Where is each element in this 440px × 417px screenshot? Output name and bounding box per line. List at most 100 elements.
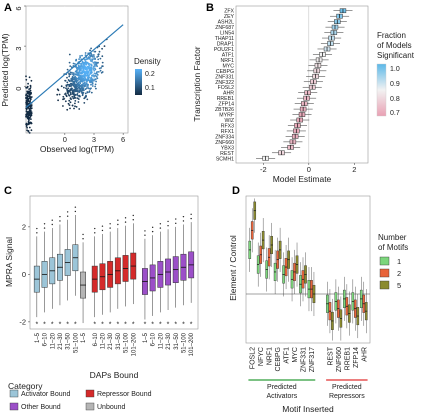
- panel-b-legend-label-1: 1.0: [390, 66, 400, 73]
- panel-c-significance-marker: *: [159, 322, 162, 329]
- panel-a-point: [25, 75, 27, 78]
- panel-c-x-tick-label: 51–100: [124, 332, 130, 353]
- panel-a-point: [84, 92, 87, 95]
- panel-a-point: [89, 54, 91, 56]
- panel-a-point: [87, 78, 90, 80]
- panel-a-point: [101, 47, 103, 50]
- panel-a-point: [28, 112, 31, 115]
- panel-a-point: [90, 78, 92, 81]
- panel-c-x-tick-label: 6–10: [43, 332, 49, 346]
- panel-a-point: [27, 82, 29, 85]
- panel-c-outlier: [82, 233, 84, 236]
- panel-a-point: [81, 93, 84, 95]
- panel-a-y-tick-label: 6: [14, 6, 23, 10]
- panel-a-point: [84, 88, 87, 91]
- panel-a-point: [73, 107, 75, 110]
- panel-a-point: [87, 87, 89, 89]
- panel-c-y-ticks: -2 0 2: [19, 222, 30, 326]
- panel-c-legend-label: Other Bound: [21, 404, 61, 411]
- panel-d-legend-title-1: Number: [378, 233, 407, 242]
- panel-a-point: [76, 93, 79, 95]
- panel-a-point: [69, 91, 72, 94]
- panel-d-plot-area: [245, 195, 371, 344]
- panel-b-row: AHR: [223, 90, 318, 97]
- panel-b-row: CEBPG: [216, 68, 327, 75]
- panel-c-significance-marker: *: [93, 322, 96, 329]
- panel-label-a: A: [4, 2, 12, 14]
- panel-a-point: [69, 71, 72, 74]
- panel-a-point: [30, 118, 32, 120]
- panel-b-category-label: REST: [220, 151, 235, 157]
- panel-a-point: [83, 102, 86, 104]
- panel-a-point: [66, 88, 68, 91]
- panel-c-significance-marker: *: [190, 322, 193, 329]
- panel-a-point: [64, 100, 67, 103]
- panel-c-outlier: [82, 238, 84, 240]
- panel-a-point: [29, 101, 31, 103]
- panel-c-x-tick-label: 21–30: [166, 332, 172, 349]
- panel-a-point: [25, 94, 27, 97]
- panel-a-point: [78, 91, 81, 93]
- panel-c-outlier: [74, 206, 77, 208]
- panel-a-point: [69, 107, 71, 110]
- panel-a-point: [68, 85, 71, 88]
- panel-d-group-label-line1: Predicted: [332, 384, 362, 391]
- panel-d-legend-title-2: of Motifs: [378, 243, 408, 252]
- panel-a-point: [75, 58, 78, 61]
- panel-a-point: [72, 74, 75, 76]
- panel-c-legend-title: Category: [8, 381, 43, 391]
- panel-a-point: [81, 74, 83, 77]
- panel-a-point: [68, 53, 71, 56]
- panel-a-point: [68, 72, 70, 75]
- panel-a-point: [83, 58, 86, 61]
- panel-b-category-label: ZNF660: [215, 140, 234, 146]
- panel-c-outlier: [51, 223, 53, 226]
- panel-c-outlier: [74, 210, 77, 213]
- panel-a-point: [67, 102, 70, 105]
- panel-a-point: [30, 96, 33, 98]
- panel-c-plot-area: [29, 195, 199, 330]
- panel-a-point: [101, 71, 104, 73]
- panel-label-c: C: [4, 185, 12, 197]
- panel-a-point: [85, 71, 88, 74]
- panel-a-point: [76, 74, 79, 77]
- panel-b-row: NRF1: [220, 57, 329, 64]
- panel-c-x-tick-label: 11–20: [158, 332, 164, 349]
- panel-a-point: [71, 92, 74, 94]
- panel-label-b: B: [206, 2, 214, 14]
- panel-a-point: [69, 88, 72, 91]
- panel-a-point: [72, 62, 75, 65]
- panel-a-point: [101, 61, 104, 64]
- panel-b-legend-label-4: 0.7: [390, 110, 400, 117]
- panel-b-row: ZNF331: [215, 73, 326, 80]
- panel-b-category-label: SCMH1: [216, 156, 234, 162]
- panel-b-row: ZFX: [224, 8, 353, 15]
- panel-d-x-tick-label: NFYC: [258, 347, 265, 366]
- panel-a-point: [27, 117, 30, 120]
- panel-a-point: [82, 79, 85, 82]
- panel-b-category-label: ZNF334: [215, 134, 234, 140]
- panel-a-point: [82, 64, 84, 66]
- panel-a-point: [94, 83, 97, 86]
- panel-a-point: [28, 76, 31, 79]
- panel-a-point: [100, 67, 102, 69]
- panel-c-legend-swatch: [85, 389, 95, 398]
- panel-b-row: YBX3: [221, 145, 301, 151]
- panel-a-point: [73, 96, 76, 99]
- panel-c-x-tick-label: 31–50: [174, 332, 180, 349]
- panel-a-point: [80, 72, 82, 75]
- panel-a-point: [82, 66, 85, 68]
- panel-a-point: [82, 82, 85, 85]
- panel-a-point: [66, 81, 69, 84]
- panel-a-y-ticks: 0 3 6: [14, 5, 26, 91]
- panel-a-point: [57, 99, 59, 102]
- panel-c-outlier: [175, 222, 177, 225]
- panel-b-y-label: Transcription Factor: [192, 46, 202, 121]
- panel-b-category-label: LIN54: [220, 31, 234, 37]
- panel-b-category-label: ZNF331: [215, 74, 234, 80]
- panel-a-point: [87, 68, 89, 70]
- panel-a-point: [81, 54, 83, 57]
- panel-a-point: [66, 90, 69, 93]
- panel-a-point: [91, 60, 93, 63]
- panel-a-point: [99, 69, 102, 72]
